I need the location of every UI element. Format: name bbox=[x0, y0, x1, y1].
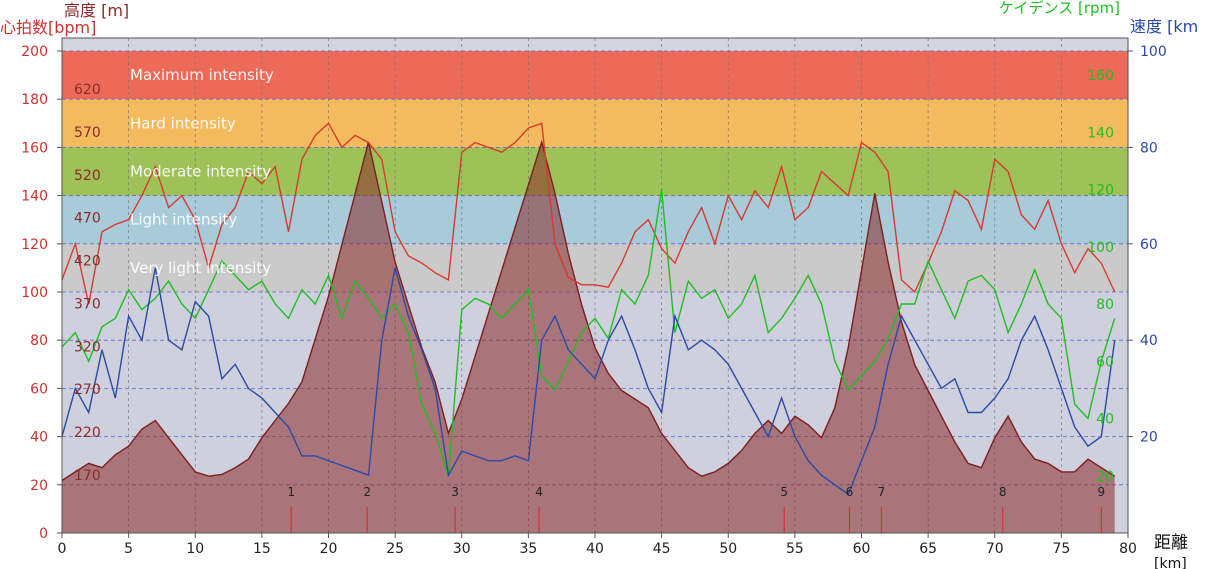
lap-label: 8 bbox=[999, 485, 1007, 499]
hr-tick-label: 100 bbox=[21, 285, 48, 301]
altitude-tick-label: 170 bbox=[74, 468, 101, 484]
lap-label: 1 bbox=[287, 485, 295, 499]
lap-label: 3 bbox=[451, 485, 459, 499]
cadence-axis-title: ケイデンス [rpm] bbox=[999, 0, 1120, 17]
x-axis-unit: [km] bbox=[1154, 556, 1187, 569]
altitude-tick-label: 470 bbox=[74, 211, 101, 227]
altitude-tick-label: 320 bbox=[74, 339, 101, 355]
cadence-tick-label: 60 bbox=[1096, 354, 1114, 370]
heart-rate-line bbox=[61, 122, 1116, 305]
lap-label: 4 bbox=[535, 485, 543, 499]
x-tick-label: 75 bbox=[1052, 541, 1070, 557]
altitude-tick-label: 420 bbox=[74, 254, 101, 270]
lap-label: 2 bbox=[363, 485, 371, 499]
hr-tick-label: 80 bbox=[30, 333, 48, 349]
speed-line bbox=[61, 267, 1116, 496]
zone-label: Light intensity bbox=[130, 211, 237, 229]
x-tick-label: 10 bbox=[186, 541, 204, 557]
cadence-tick-label: 80 bbox=[1096, 297, 1114, 313]
altitude-tick-label: 520 bbox=[74, 168, 101, 184]
altitude-area bbox=[62, 142, 1115, 533]
hr-tick-label: 200 bbox=[21, 44, 48, 60]
x-tick-label: 35 bbox=[519, 541, 537, 557]
altitude-axis-title: 高度 [m] bbox=[64, 1, 129, 20]
hr-tick-label: 20 bbox=[30, 478, 48, 494]
x-tick-label: 30 bbox=[453, 541, 471, 557]
lap-label: 7 bbox=[878, 485, 886, 499]
lap-label: 6 bbox=[846, 485, 854, 499]
cadence-tick-label: 140 bbox=[1087, 125, 1114, 141]
x-tick-label: 65 bbox=[919, 541, 937, 557]
x-axis-title: 距離 bbox=[1154, 533, 1188, 553]
hr-tick-label: 160 bbox=[21, 140, 48, 156]
altitude-tick-label: 270 bbox=[74, 382, 101, 398]
zone-label: Very light intensity bbox=[130, 259, 271, 277]
cadence-tick-label: 120 bbox=[1087, 183, 1114, 199]
x-tick-label: 45 bbox=[653, 541, 671, 557]
x-tick-label: 20 bbox=[320, 541, 338, 557]
x-tick-label: 25 bbox=[386, 541, 404, 557]
speed-tick-label: 100 bbox=[1140, 44, 1167, 60]
cadence-line bbox=[61, 189, 1116, 477]
cadence-tick-label: 40 bbox=[1096, 412, 1114, 428]
x-tick-label: 5 bbox=[124, 541, 133, 557]
hr-tick-label: 120 bbox=[21, 237, 48, 253]
x-tick-label: 55 bbox=[786, 541, 804, 557]
x-tick-label: 0 bbox=[58, 541, 67, 557]
hr-tick-label: 60 bbox=[30, 381, 48, 397]
speed-tick-label: 20 bbox=[1140, 430, 1158, 446]
cadence-tick-label: 100 bbox=[1087, 240, 1114, 256]
heart-rate-series bbox=[61, 122, 1116, 305]
x-tick-label: 80 bbox=[1119, 541, 1137, 557]
speed-axis-title: 速度 [km bbox=[1130, 17, 1198, 36]
hr-tick-label: 40 bbox=[30, 430, 48, 446]
speed-tick-label: 80 bbox=[1140, 140, 1158, 156]
altitude-tick-label: 570 bbox=[74, 125, 101, 141]
cadence-tick-label: 20 bbox=[1096, 469, 1114, 485]
altitude-tick-label: 370 bbox=[74, 296, 101, 312]
lap-label: 9 bbox=[1098, 485, 1106, 499]
x-tick-label: 50 bbox=[719, 541, 737, 557]
hr-axis-title: 心拍数[bpm] bbox=[0, 18, 96, 37]
hr-tick-label: 140 bbox=[21, 189, 48, 205]
lap-label: 5 bbox=[780, 485, 788, 499]
x-tick-label: 40 bbox=[586, 541, 604, 557]
altitude-tick-label: 220 bbox=[74, 425, 101, 441]
zone-label: Moderate intensity bbox=[130, 163, 271, 181]
x-tick-label: 15 bbox=[253, 541, 271, 557]
zone-label: Hard intensity bbox=[130, 114, 236, 132]
zone-label: Maximum intensity bbox=[130, 66, 274, 84]
hr-tick-label: 180 bbox=[21, 92, 48, 108]
hr-tick-label: 0 bbox=[39, 526, 48, 542]
cadence-tick-label: 160 bbox=[1087, 68, 1114, 84]
speed-tick-label: 40 bbox=[1140, 333, 1158, 349]
cadence-series bbox=[61, 189, 1116, 477]
speed-series bbox=[61, 267, 1116, 496]
lap-markers: 1 2 3 4 5 6 7 8 9 bbox=[287, 485, 1105, 533]
altitude-tick-label: 620 bbox=[74, 82, 101, 98]
speed-tick-label: 60 bbox=[1140, 237, 1158, 253]
zone-labels: Maximum intensity Hard intensity Moderate … bbox=[130, 66, 274, 277]
x-tick-label: 70 bbox=[986, 541, 1004, 557]
x-tick-label: 60 bbox=[853, 541, 871, 557]
